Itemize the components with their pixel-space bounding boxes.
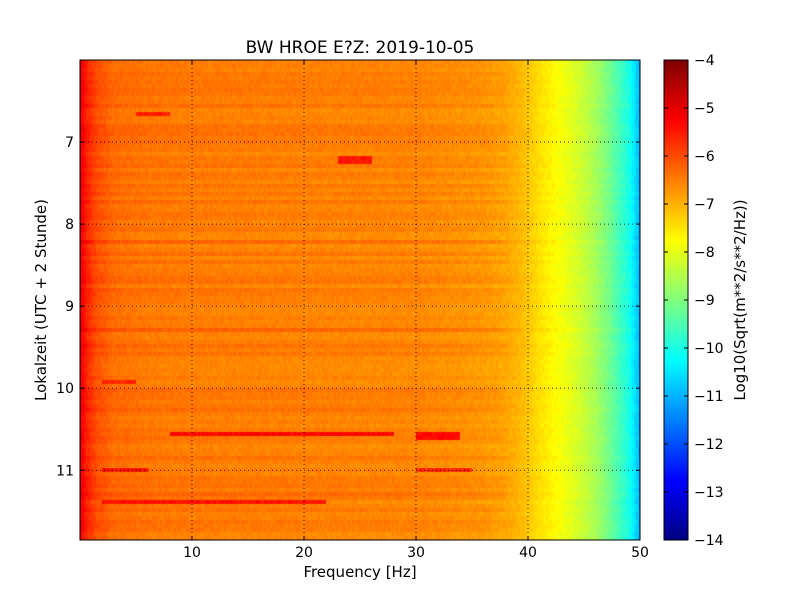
colorbar-tick-label: −14 [694,533,724,549]
spectrogram-plot-area [80,60,640,540]
y-tick-label: 7 [65,135,74,151]
x-axis: 10 20 30 40 50 [183,60,649,561]
y-tick-label: 10 [56,381,74,397]
y-tick-label: 11 [56,463,74,479]
colorbar-tick-label: −12 [694,437,724,453]
colorbar-tick-label: −6 [694,149,715,165]
x-tick-label: 20 [295,545,313,561]
plot-frame [79,59,641,541]
x-tick-label: 40 [519,545,537,561]
colorbar-ticks: −4 −5 −6 −7 −8 −9 −10 −11 −12 −13 −14 [664,53,724,549]
y-tick-label: 9 [65,299,74,315]
y-axis: 7 8 9 10 11 [56,135,640,479]
colorbar-tick-label: −10 [694,341,724,357]
colorbar-tick-label: −13 [694,485,724,501]
x-tick-label: 30 [407,545,425,561]
colorbar-tick-label: −11 [694,389,724,405]
y-axis-label: Lokalzeit (UTC + 2 Stunde) [32,199,50,401]
chart-title: BW HROE E?Z: 2019-10-05 [246,38,475,58]
colorbar-tick-label: −4 [694,53,715,69]
x-tick-label: 10 [183,545,201,561]
colorbar-tick-label: −5 [694,101,715,117]
colorbar-label: Log10(Sqrt(m**2/s**2/Hz)) [731,199,749,400]
colorbar-tick-label: −8 [694,245,715,261]
colorbar-tick-label: −9 [694,293,715,309]
grid-lines [80,60,640,540]
colorbar-tick-label: −7 [694,197,715,213]
x-axis-label: Frequency [Hz] [303,563,416,581]
y-tick-label: 8 [65,217,74,233]
x-tick-label: 50 [631,545,649,561]
